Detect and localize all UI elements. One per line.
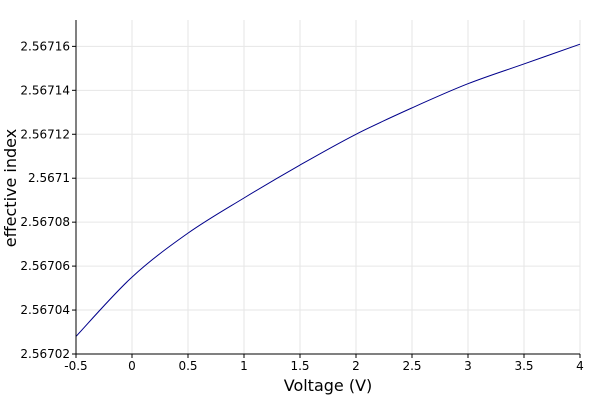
x-tick-label: 0.5 <box>178 359 197 373</box>
x-tick-label: 4 <box>576 359 584 373</box>
y-tick-label: 2.56704 <box>20 303 70 317</box>
y-tick-label: 2.56716 <box>20 39 70 53</box>
x-tick-label: 3 <box>464 359 472 373</box>
x-axis-title: Voltage (V) <box>284 376 373 395</box>
x-axis-ticks: -0.5 0 0.5 1 1.5 2 2.5 3 3.5 4 <box>64 354 584 373</box>
y-tick-label: 2.56706 <box>20 259 70 273</box>
y-axis-ticks: 2.56702 2.56704 2.56706 2.56708 2.5671 2.5671… <box>20 39 76 361</box>
x-tick-label: -0.5 <box>64 359 87 373</box>
y-axis-title: effective index <box>1 129 20 247</box>
axes <box>75 20 580 355</box>
y-tick-label: 2.56702 <box>20 347 70 361</box>
x-tick-label: 3.5 <box>514 359 533 373</box>
y-tick-label: 2.56708 <box>20 215 70 229</box>
x-tick-label: 2 <box>352 359 360 373</box>
series-layer <box>75 43 581 337</box>
grid-lines <box>76 20 581 354</box>
y-tick-label: 2.5671 <box>28 171 70 185</box>
series-line <box>75 43 581 337</box>
y-tick-label: 2.56712 <box>20 127 70 141</box>
y-tick-label: 2.56714 <box>20 83 70 97</box>
x-tick-label: 1.5 <box>290 359 309 373</box>
x-tick-label: 0 <box>128 359 136 373</box>
x-tick-label: 2.5 <box>402 359 421 373</box>
x-tick-label: 1 <box>240 359 248 373</box>
